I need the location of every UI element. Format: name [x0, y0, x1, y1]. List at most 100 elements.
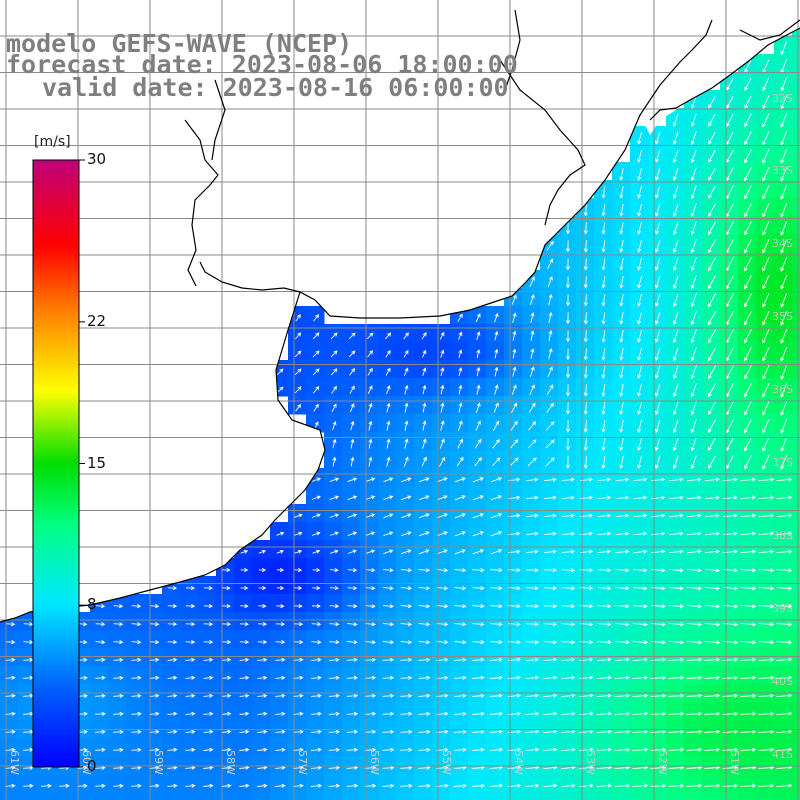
speed-cell — [738, 360, 757, 379]
wind-arrow — [704, 477, 720, 482]
speed-cell — [324, 378, 343, 397]
wind-arrow — [780, 113, 788, 128]
speed-cell — [612, 576, 631, 595]
wind-arrow — [583, 366, 588, 379]
wind-arrow — [548, 347, 553, 360]
speed-cell — [738, 774, 757, 793]
wind-arrow — [637, 311, 643, 325]
wind-arrow — [561, 747, 576, 752]
wind-arrow — [400, 765, 413, 770]
speed-cell — [306, 594, 325, 613]
wind-arrow — [690, 311, 697, 326]
wind-arrow — [526, 549, 539, 554]
speed-cell — [666, 738, 685, 757]
speed-cell — [450, 342, 469, 361]
speed-cell — [18, 792, 37, 800]
speed-cell — [162, 648, 181, 667]
wind-arrow — [364, 622, 376, 627]
wind-arrow — [454, 711, 467, 716]
wind-arrow — [275, 729, 286, 734]
wind-arrow — [690, 383, 697, 398]
speed-cell — [360, 360, 379, 379]
speed-cell — [378, 576, 397, 595]
wind-arrow — [258, 549, 267, 554]
speed-cell — [756, 198, 775, 217]
speed-cell — [702, 162, 721, 181]
wind-arrow — [597, 657, 612, 662]
wind-arrow — [578, 783, 594, 788]
wind-arrow — [672, 311, 679, 326]
speed-cell — [702, 216, 721, 235]
wind-arrow — [740, 568, 757, 573]
wind-arrow — [489, 729, 504, 734]
wind-arrow — [185, 675, 196, 680]
speed-cell — [720, 576, 739, 595]
wind-arrow — [687, 531, 702, 536]
wind-arrow — [704, 531, 720, 536]
speed-cell — [648, 540, 667, 559]
speed-cell — [504, 666, 523, 685]
wind-arrow — [312, 549, 321, 554]
speed-cell — [738, 486, 757, 505]
speed-cell — [270, 540, 289, 559]
speed-cell — [558, 288, 577, 307]
speed-cell — [720, 288, 739, 307]
wind-arrow — [275, 693, 286, 698]
speed-cell — [252, 612, 271, 631]
wind-arrow — [637, 275, 643, 289]
wind-arrow — [780, 436, 788, 452]
wind-arrow — [654, 383, 661, 397]
wind-arrow — [545, 421, 555, 431]
coastline-segment — [504, 9, 521, 91]
wind-arrow — [400, 747, 413, 752]
coastline-segment — [0, 291, 326, 623]
wind-arrow — [686, 729, 703, 734]
wind-arrow — [543, 604, 558, 609]
speed-cell — [630, 450, 649, 469]
speed-cell — [684, 738, 703, 757]
lat-label: 40S — [772, 675, 793, 688]
speed-cell — [126, 756, 145, 775]
wind-arrow — [382, 783, 395, 788]
speed-cell — [162, 630, 181, 649]
speed-cell — [432, 594, 451, 613]
speed-cell — [414, 468, 433, 487]
speed-cell — [198, 612, 217, 631]
speed-cell — [72, 774, 91, 793]
speed-cell — [594, 342, 613, 361]
speed-cell — [792, 540, 800, 559]
wind-arrow — [776, 549, 793, 554]
wind-arrow — [439, 438, 445, 449]
wind-arrow — [668, 729, 685, 734]
speed-cell — [342, 558, 361, 577]
speed-cell — [684, 306, 703, 325]
wind-arrow — [744, 293, 752, 308]
wind-arrow — [704, 604, 721, 609]
speed-cell — [702, 702, 721, 721]
wind-arrow — [708, 365, 716, 380]
speed-cell — [522, 450, 541, 469]
speed-cell — [720, 666, 739, 685]
speed-cell — [306, 576, 325, 595]
wind-arrow — [454, 747, 467, 752]
speed-cell — [792, 702, 800, 721]
wind-arrow — [113, 729, 124, 734]
speed-cell — [396, 558, 415, 577]
speed-cell — [486, 504, 505, 523]
wind-arrow — [597, 640, 612, 645]
wind-arrow — [655, 149, 661, 163]
wind-arrow — [637, 437, 643, 452]
speed-cell — [504, 648, 523, 667]
speed-cell — [738, 234, 757, 253]
speed-cell — [648, 666, 667, 685]
speed-cell — [306, 666, 325, 685]
speed-cell — [792, 234, 800, 253]
speed-cell — [648, 288, 667, 307]
wind-arrow — [633, 495, 648, 500]
speed-cell — [378, 792, 397, 800]
wind-arrow — [95, 657, 106, 662]
forecast-date: forecast date: 2023-08-06 18:00:00 — [6, 50, 518, 79]
wind-arrow — [690, 347, 697, 362]
wind-arrow — [489, 711, 504, 716]
speed-cell — [450, 738, 469, 757]
